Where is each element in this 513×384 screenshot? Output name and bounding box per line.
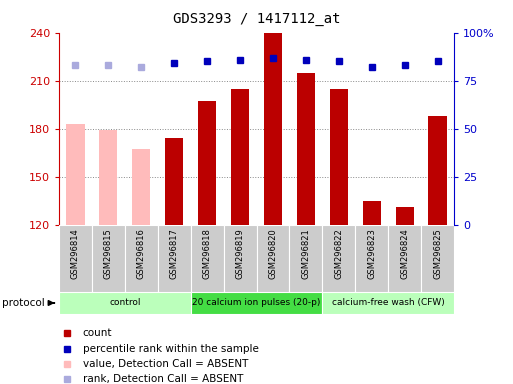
- Bar: [92, 225, 125, 292]
- Text: GSM296823: GSM296823: [367, 228, 376, 279]
- Bar: [322, 292, 454, 314]
- Text: GSM296814: GSM296814: [71, 228, 80, 279]
- Bar: [355, 225, 388, 292]
- Text: count: count: [83, 328, 112, 338]
- Bar: [59, 292, 191, 314]
- Bar: [100, 130, 117, 225]
- Text: GSM296817: GSM296817: [170, 228, 179, 279]
- Bar: [191, 225, 224, 292]
- Bar: [66, 124, 85, 225]
- Text: protocol: protocol: [2, 298, 44, 308]
- Bar: [297, 73, 315, 225]
- Bar: [158, 225, 191, 292]
- Bar: [428, 116, 447, 225]
- Bar: [198, 101, 216, 225]
- Text: GSM296825: GSM296825: [433, 228, 442, 279]
- Bar: [289, 225, 322, 292]
- Text: GSM296824: GSM296824: [400, 228, 409, 279]
- Text: control: control: [109, 298, 141, 308]
- Bar: [363, 200, 381, 225]
- Text: GSM296820: GSM296820: [268, 228, 278, 279]
- Text: percentile rank within the sample: percentile rank within the sample: [83, 344, 259, 354]
- Bar: [59, 225, 92, 292]
- Text: GSM296815: GSM296815: [104, 228, 113, 279]
- Bar: [396, 207, 413, 225]
- Bar: [165, 138, 183, 225]
- Bar: [264, 31, 282, 225]
- Bar: [191, 292, 322, 314]
- Bar: [388, 225, 421, 292]
- Bar: [256, 225, 289, 292]
- Bar: [421, 225, 454, 292]
- Text: GDS3293 / 1417112_at: GDS3293 / 1417112_at: [173, 12, 340, 25]
- Text: calcium-free wash (CFW): calcium-free wash (CFW): [332, 298, 445, 308]
- Bar: [132, 149, 150, 225]
- Text: GSM296821: GSM296821: [301, 228, 310, 279]
- Text: value, Detection Call = ABSENT: value, Detection Call = ABSENT: [83, 359, 248, 369]
- Text: GSM296822: GSM296822: [334, 228, 343, 279]
- Text: rank, Detection Call = ABSENT: rank, Detection Call = ABSENT: [83, 374, 243, 384]
- Bar: [231, 89, 249, 225]
- Text: GSM296819: GSM296819: [235, 228, 245, 279]
- Bar: [224, 225, 256, 292]
- Text: 20 calcium ion pulses (20-p): 20 calcium ion pulses (20-p): [192, 298, 321, 308]
- Text: GSM296818: GSM296818: [203, 228, 212, 279]
- Bar: [330, 89, 348, 225]
- Bar: [125, 225, 158, 292]
- Text: GSM296816: GSM296816: [137, 228, 146, 279]
- Bar: [322, 225, 355, 292]
